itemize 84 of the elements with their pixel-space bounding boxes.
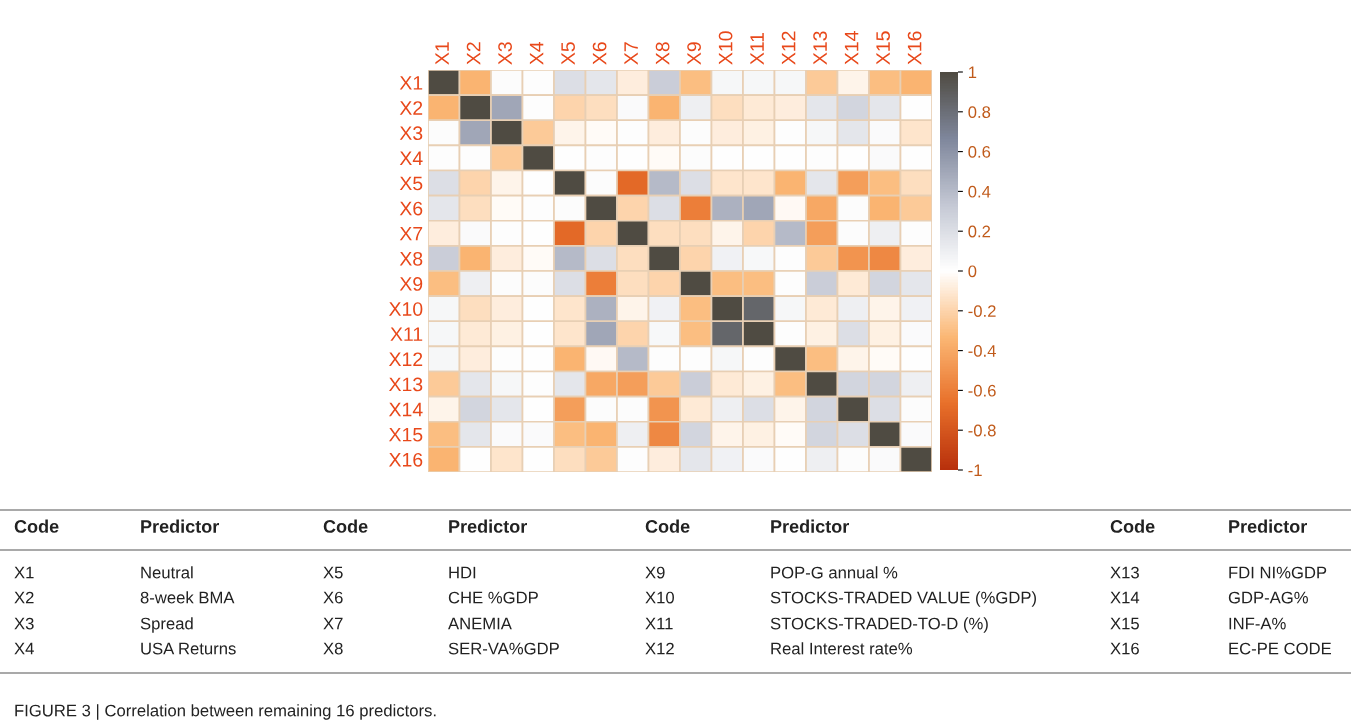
text: HDI: [449, 566, 476, 579]
y-tick-label: X11: [390, 327, 423, 341]
y-tick-label: X15: [388, 427, 423, 442]
text: Predictor: [141, 519, 219, 533]
text: X12: [645, 642, 674, 655]
color-bar-label: 0.4: [968, 185, 991, 198]
text: X8: [323, 642, 343, 655]
text: X11: [645, 617, 673, 630]
y-tick-label: X1: [399, 76, 423, 90]
x-tick-label: X10: [718, 31, 733, 65]
y-tick-label: X10: [388, 302, 423, 316]
text: X13: [1110, 566, 1139, 579]
text: X9: [645, 566, 665, 579]
x-tick-label: X3: [498, 42, 512, 65]
color-bar-label: 0.6: [968, 146, 991, 158]
y-tick-label: X7: [399, 226, 423, 241]
text: GDP-AG%: [1228, 591, 1308, 604]
text: X5: [323, 566, 343, 579]
text: POP-G annual %: [771, 566, 898, 579]
text: X6: [323, 591, 343, 604]
x-tick-label: X16: [907, 31, 922, 65]
y-tick-label: X3: [399, 126, 423, 141]
y-tick-label: X12: [388, 352, 423, 366]
y-tick-label: X4: [399, 151, 423, 165]
text: Code: [1110, 519, 1155, 533]
caption: FIGURE 3 | Correlation between remaining 16 predictors.: [15, 704, 436, 720]
x-tick-label: X15: [876, 31, 890, 65]
text: X4: [14, 642, 34, 655]
text: X3: [14, 617, 34, 630]
y-tick-label: X6: [399, 201, 423, 216]
x-tick-label: X9: [687, 42, 701, 65]
text: FDI NI%GDP: [1229, 566, 1327, 579]
text: SER-VA%GDP: [448, 642, 559, 655]
color-bar-label: 0: [968, 265, 977, 278]
color-bar-label: 0.8: [968, 106, 991, 118]
y-tick-label: X8: [399, 251, 423, 266]
y-tick-label: X16: [388, 452, 423, 467]
x-tick-label: X7: [624, 42, 638, 65]
text: CHE %GDP: [448, 591, 538, 604]
text: X1: [14, 566, 34, 579]
y-tick-label: X14: [388, 402, 423, 417]
x-tick-label: X8: [655, 42, 670, 65]
y-tick-label: X5: [399, 176, 423, 191]
text: Predictor: [449, 519, 527, 533]
x-tick-label: X6: [592, 42, 607, 65]
text: Code: [323, 519, 368, 533]
text: Real Interest rate%: [771, 642, 913, 655]
color-bar-label: -0.4: [968, 345, 996, 357]
text: ANEMIA: [448, 617, 512, 630]
y-tick-label: X2: [399, 101, 423, 115]
y-tick-label: X9: [399, 277, 423, 291]
y-tick-label: X13: [388, 377, 423, 392]
text: Predictor: [771, 519, 849, 533]
color-bar-label: -0.6: [968, 384, 996, 397]
color-bar-label: -0.8: [968, 424, 996, 437]
text: STOCKS-TRADED-TO-D (%): [770, 617, 988, 633]
x-tick-label: X5: [561, 42, 575, 65]
text: Spread: [140, 617, 193, 633]
text: INF-A%: [1229, 617, 1286, 630]
x-tick-label: X11: [750, 32, 764, 65]
color-bar-label: -1: [968, 464, 982, 477]
x-tick-label: X4: [529, 41, 544, 65]
color-bar-label: 0.2: [968, 225, 991, 238]
text: X2: [14, 591, 34, 604]
text: Code: [14, 519, 59, 533]
x-tick-label: X1: [435, 42, 449, 65]
text: X16: [1110, 642, 1139, 655]
text: Predictor: [1229, 519, 1307, 533]
text: X15: [1110, 617, 1139, 630]
text: USA Returns: [141, 642, 236, 655]
text: X7: [323, 617, 343, 630]
color-bar-label: 1: [968, 66, 977, 79]
x-tick-label: X14: [844, 31, 859, 65]
text: X10: [645, 591, 674, 604]
x-tick-label: X13: [813, 31, 827, 65]
text: EC-PE CODE: [1229, 642, 1331, 655]
x-tick-label: X12: [781, 31, 796, 65]
color-bar-label: -0.2: [968, 305, 996, 317]
x-tick-label: X2: [466, 42, 481, 65]
text: Neutral: [141, 566, 193, 579]
text: X14: [1110, 591, 1140, 604]
text: STOCKS-TRADED VALUE (%GDP): [770, 591, 1036, 607]
text: Code: [645, 519, 690, 533]
text: 8-week BMA: [140, 591, 235, 604]
